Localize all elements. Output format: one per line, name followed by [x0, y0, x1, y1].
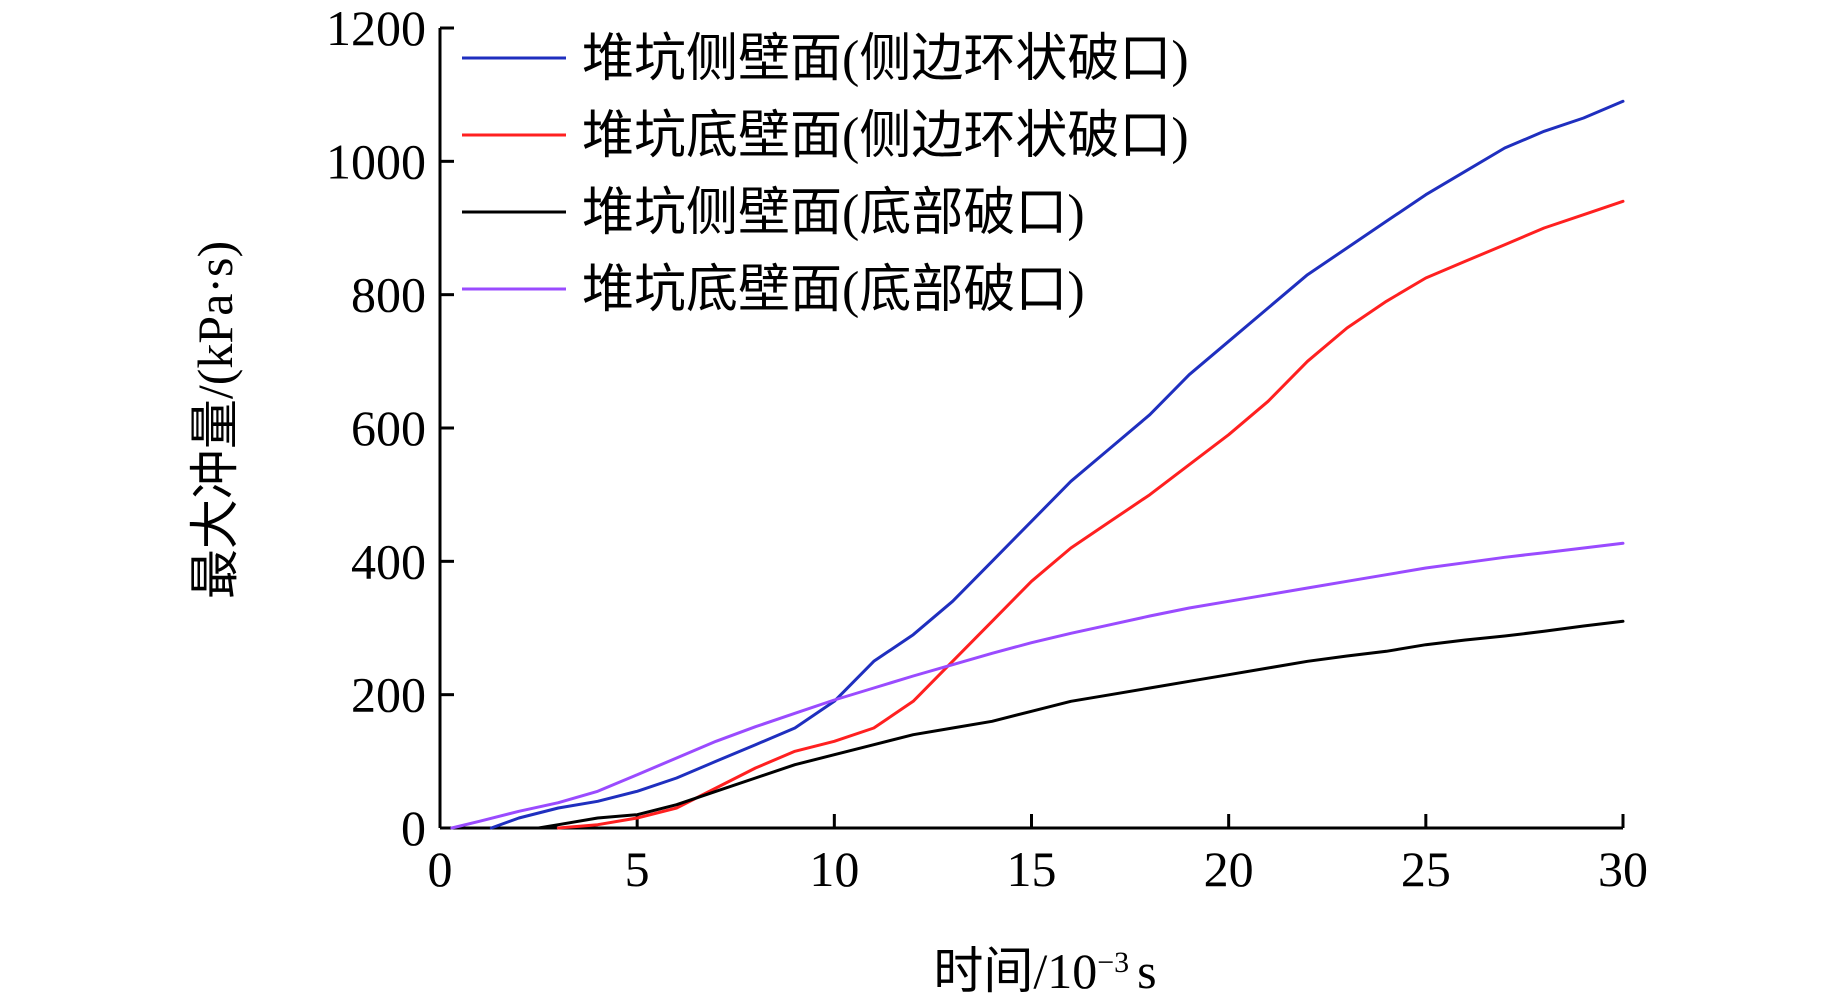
x-tick-label-10: 10: [809, 841, 859, 897]
x-tick-label-15: 15: [1007, 841, 1057, 897]
x-tick-label-20: 20: [1204, 841, 1254, 897]
y-tick-label-400: 400: [351, 533, 426, 589]
y-axis-ticks: 0 200 400 600 800 1000 1200: [326, 0, 454, 856]
series-lines: [450, 99, 1625, 830]
x-tick-label-0: 0: [428, 841, 453, 897]
legend-label-3: 堆坑侧壁面(底部破口): [582, 185, 1085, 242]
x-axis-label: 时间/10−3 s: [933, 943, 1156, 999]
series-line-3: [537, 619, 1625, 830]
legend-label-4: 堆坑底壁面(底部破口): [582, 262, 1085, 319]
series-line-2: [556, 199, 1625, 830]
x-axis-ticks: 0 5 10 15 20 25 30: [428, 814, 1648, 897]
y-tick-label-1200: 1200: [326, 0, 426, 56]
y-axis-label: 最大冲量/(kPa·s): [187, 241, 243, 599]
x-tick-label-5: 5: [625, 841, 650, 897]
y-tick-label-0: 0: [401, 800, 426, 856]
series-line-4: [450, 541, 1625, 830]
y-tick-label-200: 200: [351, 667, 426, 723]
legend-label-1: 堆坑侧壁面(侧边环状破口): [582, 31, 1189, 88]
legend-label-2: 堆坑底壁面(侧边环状破口): [582, 108, 1189, 165]
x-tick-label-30: 30: [1598, 841, 1648, 897]
y-tick-label-800: 800: [351, 267, 426, 323]
x-tick-label-25: 25: [1401, 841, 1451, 897]
y-tick-label-1000: 1000: [326, 133, 426, 189]
y-tick-label-600: 600: [351, 400, 426, 456]
legend: 堆坑侧壁面(侧边环状破口) 堆坑底壁面(侧边环状破口) 堆坑侧壁面(底部破口) 堆坑底…: [462, 31, 1189, 319]
series-line-1: [489, 99, 1625, 830]
